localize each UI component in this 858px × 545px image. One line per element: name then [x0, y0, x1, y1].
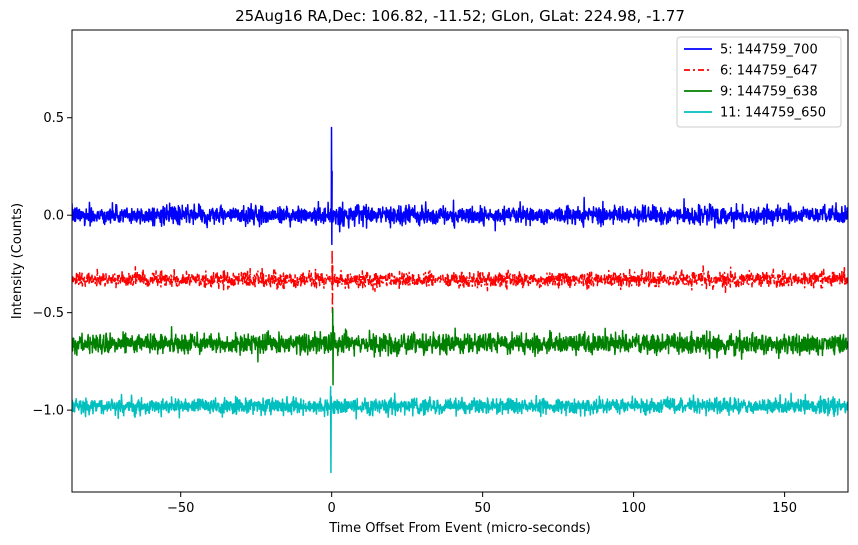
legend-label: 11: 144759_650: [720, 106, 826, 121]
plot-area-frame: [71, 29, 849, 493]
series-line: [72, 249, 848, 314]
chart-title: 25Aug16 RA,Dec: 106.82, -11.52; GLon, GL…: [235, 7, 685, 25]
x-tick-label: −50: [167, 501, 194, 516]
y-tick-label: 0.0: [43, 209, 64, 224]
series-line: [72, 126, 848, 246]
legend: 5: 144759_700 6: 144759_647 9: 144759_63…: [676, 36, 842, 128]
y-tick-label: −0.5: [32, 306, 64, 321]
series-line: [72, 385, 848, 474]
legend-label: 5: 144759_700: [720, 43, 818, 58]
x-axis: −50 0 50 100 150: [167, 492, 797, 516]
y-axis: 0.5 0.0 −0.5 −1.0: [32, 111, 72, 419]
x-tick-label: 150: [772, 501, 797, 516]
legend-label: 9: 144759_638: [720, 85, 818, 100]
x-axis-label: Time Offset From Event (micro-seconds): [328, 521, 591, 536]
legend-label: 6: 144759_647: [720, 64, 818, 79]
y-tick-label: 0.5: [43, 111, 64, 126]
x-tick-label: 0: [328, 501, 336, 516]
series-layer: [72, 126, 848, 474]
x-tick-label: 50: [474, 501, 491, 516]
series-line: [72, 308, 848, 386]
x-tick-label: 100: [621, 501, 646, 516]
y-axis-label: Intensity (Counts): [10, 203, 25, 319]
y-tick-label: −1.0: [32, 404, 64, 419]
legend-box: [676, 36, 842, 128]
